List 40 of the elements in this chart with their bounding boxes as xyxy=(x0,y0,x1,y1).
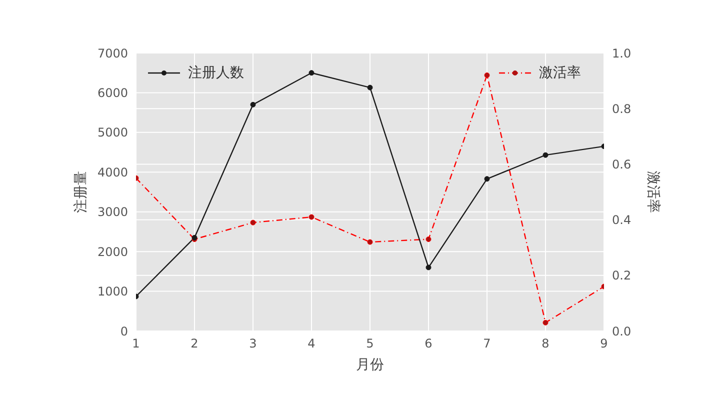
point xyxy=(308,70,314,76)
point xyxy=(484,72,490,78)
y2-tick-label: 0.8 xyxy=(612,102,632,116)
y2-axis-title: 激活率 xyxy=(645,171,662,213)
x-tick-label: 3 xyxy=(249,336,257,351)
y2-tick-label: 0.2 xyxy=(612,268,632,283)
y2-tick-label: 0.6 xyxy=(612,157,632,172)
point xyxy=(484,176,490,182)
y-tick-label: 2000 xyxy=(97,244,128,259)
y-tick-label: 7000 xyxy=(97,46,128,60)
legend-label: 激活率 xyxy=(539,64,581,82)
point xyxy=(367,84,373,90)
y-tick-label: 4000 xyxy=(97,165,128,180)
x-tick-label: 5 xyxy=(366,336,374,351)
y-tick-label: 3000 xyxy=(97,205,128,220)
x-tick-label: 1 xyxy=(132,336,140,351)
y-tick-label: 6000 xyxy=(97,86,128,100)
y-tick-label: 0 xyxy=(120,324,128,338)
y-axis-title: 注册量 xyxy=(72,171,89,213)
x-tick-label: 8 xyxy=(542,336,550,351)
point xyxy=(426,264,432,270)
y2-tick-label: 0.4 xyxy=(612,213,632,228)
x-tick-label: 4 xyxy=(308,336,316,351)
x-tick-label: 2 xyxy=(190,336,198,351)
legend-label: 注册人数 xyxy=(188,64,244,82)
point xyxy=(542,152,548,158)
y2-tick-label: 0.0 xyxy=(612,324,632,338)
y2-tick-label: 1.0 xyxy=(612,46,632,60)
point xyxy=(426,236,432,242)
point xyxy=(308,214,314,220)
point xyxy=(542,320,548,326)
point xyxy=(250,220,256,226)
point xyxy=(250,102,256,108)
point xyxy=(367,239,373,245)
x-tick-label: 7 xyxy=(483,336,491,351)
x-axis-title: 月份 xyxy=(356,357,384,373)
x-tick-label: 6 xyxy=(424,336,432,351)
y-tick-label: 1000 xyxy=(97,284,128,299)
y-tick-label: 5000 xyxy=(97,126,128,140)
x-tick-label: 9 xyxy=(600,336,608,351)
